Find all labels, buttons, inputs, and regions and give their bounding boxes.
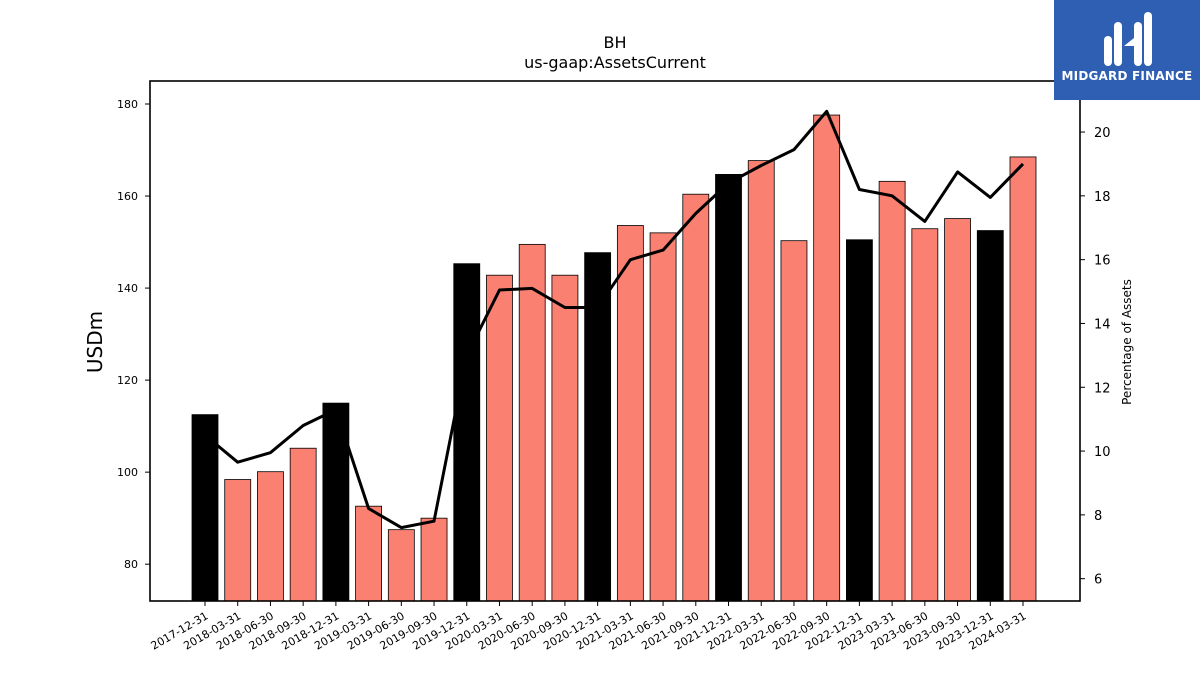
bar-2020-03-31 bbox=[486, 274, 513, 602]
bar-2023-03-31 bbox=[878, 180, 906, 602]
bar-2022-09-30 bbox=[813, 114, 841, 602]
bar-2023-06-30 bbox=[911, 228, 939, 602]
y2-tick-label: 8 bbox=[1094, 509, 1102, 524]
y2-axis-label: Percentage of Assets bbox=[1120, 279, 1134, 405]
logo-mark-icon bbox=[1104, 12, 1152, 66]
bar-2022-12-31 bbox=[846, 239, 873, 602]
bar-2023-09-30 bbox=[944, 218, 971, 602]
y2-tick-label: 10 bbox=[1094, 445, 1111, 460]
bar-2018-03-31 bbox=[224, 479, 252, 602]
bar-2019-12-31 bbox=[453, 263, 481, 602]
y-tick-label: 80 bbox=[124, 558, 138, 571]
bar-2021-06-30 bbox=[649, 232, 677, 602]
y2-tick-label: 12 bbox=[1094, 381, 1111, 396]
bar-2019-09-30 bbox=[420, 517, 448, 602]
percentage-line bbox=[204, 109, 1025, 530]
y-axis-left: 80 100 120 140 160 180 bbox=[117, 98, 150, 571]
y-tick-label: 100 bbox=[117, 466, 138, 479]
logo-text: MIDGARD FINANCE bbox=[1061, 69, 1193, 83]
bar-2018-09-30 bbox=[289, 447, 317, 602]
bar-2019-03-31 bbox=[355, 505, 383, 602]
bar-2020-12-31 bbox=[584, 252, 612, 602]
y-tick-label: 120 bbox=[117, 374, 138, 387]
bar-2021-12-31 bbox=[715, 174, 742, 602]
bar-2017-12-31 bbox=[191, 414, 219, 602]
x-axis: 2017-12-312018-03-312018-06-302018-09-30… bbox=[149, 601, 1029, 653]
y-tick-label: 140 bbox=[117, 282, 138, 295]
bar-2024-03-31 bbox=[1009, 156, 1037, 602]
chart-title: BH bbox=[603, 33, 626, 52]
y-tick-label: 180 bbox=[117, 98, 138, 111]
y2-tick-label: 16 bbox=[1094, 254, 1111, 269]
bar-2020-06-30 bbox=[518, 243, 546, 602]
y-tick-label: 160 bbox=[117, 190, 138, 203]
bar-2023-12-31 bbox=[976, 230, 1004, 602]
bar-group bbox=[191, 114, 1037, 602]
bar-2019-06-30 bbox=[387, 529, 415, 602]
y2-tick-label: 6 bbox=[1094, 573, 1102, 588]
y-axis-label: USDm bbox=[83, 311, 107, 373]
bar-2020-09-30 bbox=[551, 274, 579, 602]
bar-2021-03-31 bbox=[616, 225, 644, 602]
plot-frame bbox=[149, 80, 1081, 602]
bar-2022-06-30 bbox=[780, 240, 808, 602]
bar-2018-06-30 bbox=[257, 471, 284, 602]
bar-2022-03-31 bbox=[747, 160, 775, 602]
bar-2021-09-30 bbox=[682, 193, 710, 602]
midgard-finance-logo: MIDGARD FINANCE bbox=[1054, 0, 1200, 100]
chart-subtitle: us-gaap:AssetsCurrent bbox=[524, 53, 706, 72]
y2-tick-label: 14 bbox=[1094, 317, 1111, 332]
y-axis-right: 6 8 10 12 14 16 18 20 bbox=[1080, 126, 1111, 588]
y2-tick-label: 20 bbox=[1094, 126, 1111, 141]
y2-tick-label: 18 bbox=[1094, 190, 1111, 205]
